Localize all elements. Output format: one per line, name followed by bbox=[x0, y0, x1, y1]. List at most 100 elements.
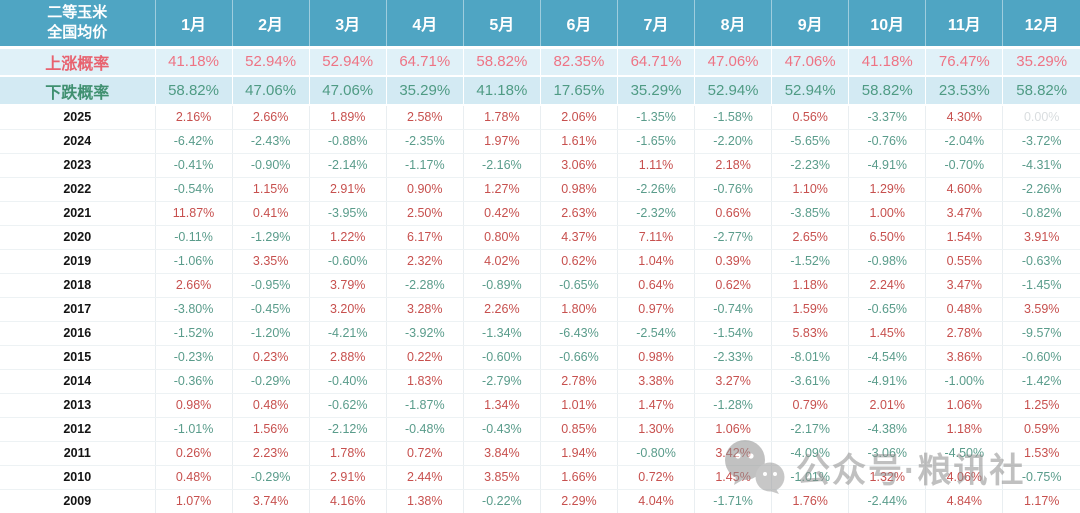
year-label: 2010 bbox=[0, 465, 155, 490]
fall-probability-row-value: 35.29% bbox=[616, 76, 695, 106]
value-cell: -3.06% bbox=[848, 441, 926, 466]
value-cell: 1.11% bbox=[616, 153, 695, 178]
rise-probability-row-value: 47.06% bbox=[771, 47, 849, 77]
year-label: 2023 bbox=[0, 153, 155, 178]
value-cell: 3.35% bbox=[231, 249, 310, 274]
value-cell: -0.43% bbox=[462, 417, 541, 442]
value-cell: -2.26% bbox=[1002, 177, 1080, 202]
value-cell: 1.32% bbox=[848, 465, 926, 490]
value-cell: -1.58% bbox=[694, 105, 772, 130]
value-cell: -2.20% bbox=[694, 129, 772, 154]
year-label: 2013 bbox=[0, 393, 155, 418]
value-cell: 1.56% bbox=[231, 417, 310, 442]
value-cell: -0.29% bbox=[231, 369, 310, 394]
value-cell: -2.26% bbox=[616, 177, 695, 202]
value-cell: -4.50% bbox=[925, 441, 1003, 466]
rise-probability-row-value: 47.06% bbox=[694, 47, 772, 77]
value-cell: 3.85% bbox=[462, 465, 541, 490]
year-label: 2024 bbox=[0, 129, 155, 154]
value-cell: 0.72% bbox=[616, 465, 695, 490]
value-cell: 1.83% bbox=[385, 369, 464, 394]
value-cell: 3.28% bbox=[385, 297, 464, 322]
value-cell: 1.22% bbox=[308, 225, 387, 250]
value-cell: 3.86% bbox=[925, 345, 1003, 370]
rise-probability-row-value: 52.94% bbox=[308, 47, 387, 77]
value-cell: 1.00% bbox=[848, 201, 926, 226]
year-row: 2009 1.07% 3.74% 4.16% 1.38% -0.22% 2.29% 4.04%… bbox=[0, 489, 1080, 513]
value-cell: -4.54% bbox=[848, 345, 926, 370]
month-header: 10月 bbox=[848, 0, 926, 49]
value-cell: -1.65% bbox=[616, 129, 695, 154]
value-cell: 1.34% bbox=[462, 393, 541, 418]
value-cell: -0.48% bbox=[385, 417, 464, 442]
value-cell: 2.91% bbox=[308, 465, 387, 490]
value-cell: -2.79% bbox=[462, 369, 541, 394]
value-cell: 2.66% bbox=[231, 105, 310, 130]
value-cell: 0.62% bbox=[694, 273, 772, 298]
month-header: 4月 bbox=[385, 0, 464, 49]
value-cell: -0.82% bbox=[1002, 201, 1080, 226]
value-cell: 1.53% bbox=[1002, 441, 1080, 466]
year-row: 2015 -0.23% 0.23% 2.88% 0.22% -0.60% -0.66% 0.9… bbox=[0, 345, 1080, 370]
value-cell: 1.45% bbox=[848, 321, 926, 346]
value-cell: 1.97% bbox=[462, 129, 541, 154]
value-cell: 3.47% bbox=[925, 273, 1003, 298]
value-cell: -1.34% bbox=[462, 321, 541, 346]
value-cell: -1.01% bbox=[154, 417, 233, 442]
value-cell: -0.95% bbox=[231, 273, 310, 298]
month-header: 1月 bbox=[154, 0, 233, 49]
value-cell: -0.75% bbox=[1002, 465, 1080, 490]
year-row: 2010 0.48% -0.29% 2.91% 2.44% 3.85% 1.66% 0.72%… bbox=[0, 465, 1080, 490]
value-cell: 0.85% bbox=[539, 417, 618, 442]
value-cell: 1.78% bbox=[462, 105, 541, 130]
value-cell: 1.04% bbox=[616, 249, 695, 274]
year-label: 2019 bbox=[0, 249, 155, 274]
value-cell: 2.44% bbox=[385, 465, 464, 490]
value-cell: 1.54% bbox=[925, 225, 1003, 250]
value-cell: -0.90% bbox=[231, 153, 310, 178]
value-cell: 2.78% bbox=[539, 369, 618, 394]
value-cell: 1.15% bbox=[231, 177, 310, 202]
rise-probability-row-value: 64.71% bbox=[616, 47, 695, 77]
value-cell: 0.55% bbox=[925, 249, 1003, 274]
value-cell: -1.29% bbox=[231, 225, 310, 250]
rise-probability-row-value: 41.18% bbox=[154, 47, 233, 77]
value-cell: 1.30% bbox=[616, 417, 695, 442]
value-cell: -0.60% bbox=[308, 249, 387, 274]
value-cell: -1.17% bbox=[385, 153, 464, 178]
value-cell: -3.85% bbox=[771, 201, 849, 226]
value-cell: -3.92% bbox=[385, 321, 464, 346]
value-cell: 0.62% bbox=[539, 249, 618, 274]
year-row: 2021 11.87% 0.41% -3.95% 2.50% 0.42% 2.63% -2.3… bbox=[0, 201, 1080, 226]
value-cell: 3.42% bbox=[694, 441, 772, 466]
value-cell: 0.98% bbox=[616, 345, 695, 370]
value-cell: -1.20% bbox=[231, 321, 310, 346]
rise-probability-row-label: 上涨概率 bbox=[0, 47, 155, 77]
fall-probability-row-value: 58.82% bbox=[154, 76, 233, 106]
fall-probability-row-value: 47.06% bbox=[308, 76, 387, 106]
value-cell: 3.20% bbox=[308, 297, 387, 322]
value-cell: 1.76% bbox=[771, 489, 849, 513]
value-cell: 0.56% bbox=[771, 105, 849, 130]
year-label: 2018 bbox=[0, 273, 155, 298]
value-cell: -0.45% bbox=[231, 297, 310, 322]
value-cell: 4.84% bbox=[925, 489, 1003, 513]
table-body: 上涨概率 41.18% 52.94% 52.94% 64.71% 58.82% 82.35%… bbox=[0, 47, 1080, 513]
month-header: 12月 bbox=[1002, 0, 1080, 49]
value-cell: -4.21% bbox=[308, 321, 387, 346]
value-cell: -0.65% bbox=[848, 297, 926, 322]
year-label: 2014 bbox=[0, 369, 155, 394]
month-header: 7月 bbox=[616, 0, 695, 49]
value-cell: 0.79% bbox=[771, 393, 849, 418]
value-cell: 1.07% bbox=[154, 489, 233, 513]
value-cell: -2.33% bbox=[694, 345, 772, 370]
value-cell: 0.64% bbox=[616, 273, 695, 298]
value-cell: 3.84% bbox=[462, 441, 541, 466]
value-cell: -0.65% bbox=[539, 273, 618, 298]
value-cell: -2.44% bbox=[848, 489, 926, 513]
year-label: 2021 bbox=[0, 201, 155, 226]
month-header: 11月 bbox=[925, 0, 1003, 49]
value-cell: -1.01% bbox=[771, 465, 849, 490]
value-cell: 1.10% bbox=[771, 177, 849, 202]
